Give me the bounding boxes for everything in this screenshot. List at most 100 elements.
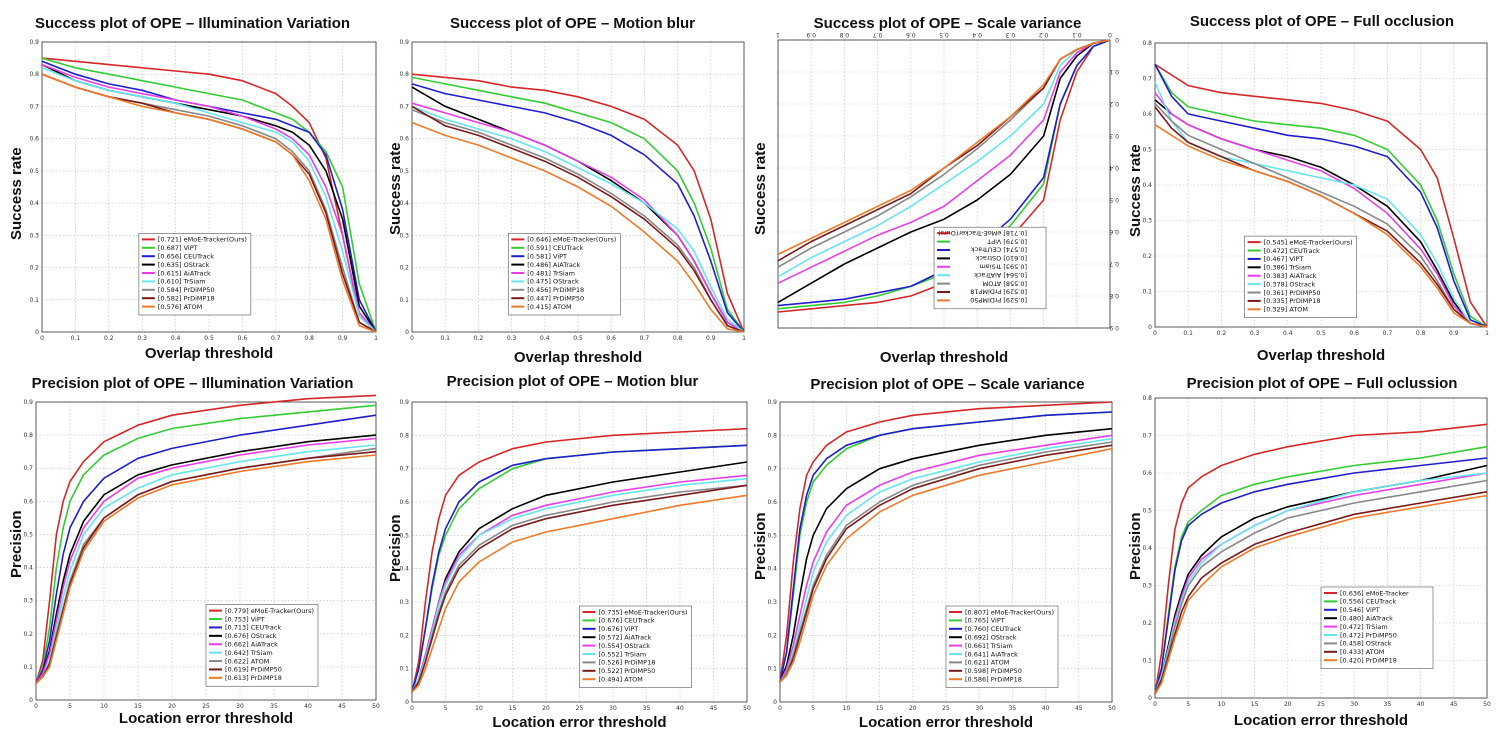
x-tick-label: 0.2 xyxy=(1039,31,1049,38)
legend: [0.735] eMoE-Tracker(Ours)[0.676] CEUTra… xyxy=(579,605,692,688)
series-line xyxy=(1154,423,1488,695)
y-tick-label: 0.1 xyxy=(1142,289,1152,296)
x-tick-label: 0 xyxy=(34,703,38,710)
x-tick-label: 15 xyxy=(876,705,884,712)
x-tick-label: 45 xyxy=(1075,705,1083,712)
y-tick-label: 0.9 xyxy=(1109,324,1119,331)
y-tick-label: 0.6 xyxy=(399,499,409,506)
y-tick-label: 0.1 xyxy=(29,297,39,304)
chart-title: Precision plot of OPE – Scale variance xyxy=(810,376,1085,393)
y-tick-label: 0.5 xyxy=(29,168,39,175)
y-tick-label: 0 xyxy=(29,697,33,704)
x-tick-label: 35 xyxy=(1009,705,1017,712)
y-tick-label: 0.7 xyxy=(1142,433,1152,440)
plot-area: 0 0.1 0.2 0.3 0.4 0.5 0.6 0.7 0.8 0.9 1 0 0.1 0.2 0.3 0… xyxy=(776,31,1119,331)
x-tick-label: 20 xyxy=(168,703,176,710)
x-tick-label: 0.7 xyxy=(1383,330,1393,337)
plot-area: 0 5 10 15 20 25 30 35 40 45 50 0 0.1 0.2 0.3 0.4 0.5 0.6 0… xyxy=(1142,395,1491,708)
y-tick-label: 0.1 xyxy=(1109,68,1119,75)
y-axis-title: Success rate xyxy=(752,142,769,235)
legend: [0.545] eMoE-Tracker(Ours)[0.472] CEUTra… xyxy=(1244,235,1357,319)
y-tick-label: 0.2 xyxy=(23,631,33,638)
legend-label: [0.529] PrDiMP50 xyxy=(970,296,1027,304)
y-tick-label: 0.4 xyxy=(1142,182,1152,189)
series-line xyxy=(411,73,745,333)
series-line xyxy=(1154,457,1488,695)
x-tick-label: 0.6 xyxy=(238,335,248,342)
legend-label: [0.615] AiATrack xyxy=(158,269,211,277)
y-tick-label: 0.7 xyxy=(767,466,777,473)
x-tick-label: 45 xyxy=(710,705,718,712)
y-tick-label: 0.7 xyxy=(23,465,33,472)
plot-frame xyxy=(1154,42,1488,328)
legend-box xyxy=(1244,235,1357,319)
x-tick-label: 15 xyxy=(509,705,517,712)
tick-labels: 0 5 10 15 20 25 30 35 40 45 50 0 0.1 0.2 0.3 0.4 0.5 0.6 0… xyxy=(767,399,1116,712)
series-lines xyxy=(35,394,377,684)
x-tick-label: 0.1 xyxy=(1072,31,1082,38)
y-tick-label: 0.3 xyxy=(399,232,409,239)
y-tick-label: 0.6 xyxy=(767,499,777,506)
y-tick-label: 0.9 xyxy=(29,39,39,46)
x-axis-title: Overlap threshold xyxy=(144,345,274,362)
legend-label: [0.610] TrSiam xyxy=(158,278,206,286)
x-tick-label: 1 xyxy=(776,31,780,38)
x-tick-label: 30 xyxy=(975,705,983,712)
y-tick-label: 0.4 xyxy=(23,565,33,572)
legend-label: [0.481] TrSiam xyxy=(527,269,575,277)
legend-label: [0.613] PrDiMP18 xyxy=(225,674,282,682)
y-tick-label: 0.4 xyxy=(767,566,777,573)
x-tick-label: 0 xyxy=(1108,31,1112,38)
legend-label: [0.687] ViPT xyxy=(158,244,198,252)
y-tick-label: 0.6 xyxy=(23,498,33,505)
legend-label: [0.472] CEUTrack xyxy=(1264,247,1320,255)
series-line xyxy=(35,414,377,684)
legend-label: [0.335] PrDiMP18 xyxy=(1264,297,1321,305)
series-line xyxy=(779,411,1113,683)
legend-label: [0.386] TrSiam xyxy=(1264,264,1312,272)
x-tick-label: 30 xyxy=(1350,701,1358,708)
x-tick-label: 50 xyxy=(1108,705,1116,712)
x-tick-label: 20 xyxy=(1284,701,1292,708)
y-axis-title: Success rate xyxy=(387,142,404,235)
y-tick-label: 0.1 xyxy=(399,297,409,304)
y-tick-label: 0.3 xyxy=(29,232,39,239)
series-line xyxy=(411,121,745,333)
legend-label: [0.582] PrDiMP18 xyxy=(158,295,215,303)
y-axis-title: Precision xyxy=(1127,512,1144,580)
series-line xyxy=(1154,479,1488,695)
series-line xyxy=(411,494,748,693)
x-tick-label: 5 xyxy=(1186,701,1190,708)
y-tick-label: 0.2 xyxy=(1109,100,1119,107)
x-tick-label: 0.3 xyxy=(507,335,517,342)
y-tick-label: 0.9 xyxy=(767,399,777,406)
x-tick-label: 10 xyxy=(843,705,851,712)
legend-label: [0.676] OStrack xyxy=(225,632,277,640)
y-tick-label: 0.1 xyxy=(1142,658,1152,665)
legend-label: [0.656] CEUTrack xyxy=(158,253,214,261)
legend-label: [0.494] ATOM xyxy=(599,676,643,684)
chart-success-full-occlusion: Success plot of OPE – Full occlusion Suc… xyxy=(1127,0,1509,370)
x-tick-label: 0.5 xyxy=(1316,330,1326,337)
x-tick-label: 0.1 xyxy=(1183,330,1193,337)
x-tick-label: 25 xyxy=(202,703,210,710)
series-line xyxy=(1154,472,1488,695)
plot-area: 0 0.1 0.2 0.3 0.4 0.5 0.6 0.7 0.8 0.9 1 0 0.1 0.2 0.3 0… xyxy=(29,39,378,342)
series-line xyxy=(35,454,377,684)
x-tick-label: 35 xyxy=(643,705,651,712)
legend-label: [0.579] ViPT xyxy=(987,237,1027,245)
tick-labels: 0 5 10 15 20 25 30 35 40 45 50 0 0.1 0.2 0.3 0.4 0.5 0.6 0… xyxy=(1142,395,1491,708)
legend-label: [0.718] eMoE-Tracker(Ours) xyxy=(938,229,1027,237)
x-tick-label: 0.5 xyxy=(204,335,214,342)
legend: [0.646] eMoE-Tracker(Ours)[0.591] CEUTra… xyxy=(507,233,621,316)
series-line xyxy=(1154,63,1488,328)
legend-label: [0.546] ViPT xyxy=(1340,606,1380,614)
series-line xyxy=(1154,491,1488,695)
x-tick-label: 0.9 xyxy=(806,31,816,38)
y-tick-label: 0.6 xyxy=(399,136,409,143)
series-line xyxy=(777,39,1111,256)
chart-title: Success plot of OPE – Motion blur xyxy=(449,15,696,32)
x-tick-label: 0.2 xyxy=(1217,330,1227,337)
legend-label: [0.456] PrDiMP18 xyxy=(527,286,584,294)
chart-precision-illumination: Precision plot of OPE – Illumination Var… xyxy=(0,370,385,742)
